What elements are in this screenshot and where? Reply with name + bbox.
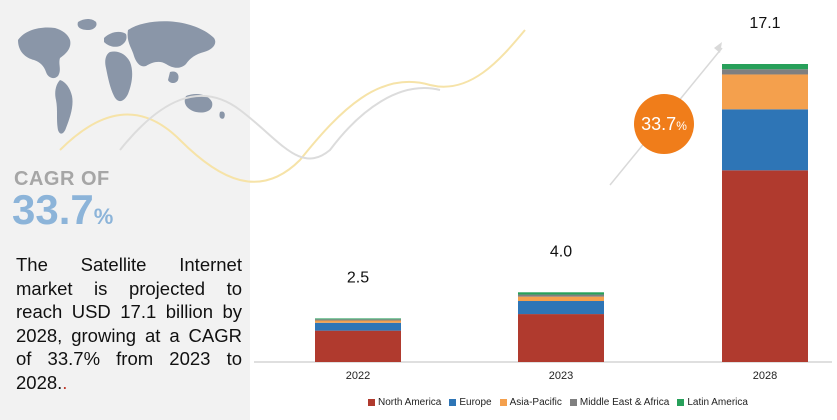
legend-swatch: [499, 399, 507, 406]
legend-label: Middle East & Africa: [579, 397, 670, 408]
legend-swatch: [449, 399, 457, 406]
bar-2028-middle-east-africa: [722, 69, 808, 75]
cagr-badge: 33.7%: [634, 94, 694, 154]
bar-2023-europe: [518, 301, 604, 315]
legend-label: North America: [378, 397, 442, 408]
x-tick-2022: 2022: [346, 370, 370, 382]
total-label-2023: 4.0: [550, 243, 572, 260]
bar-2028-latin-america: [722, 64, 808, 70]
summary-text: The Satellite Internet market is project…: [16, 253, 242, 394]
badge-unit: %: [676, 119, 687, 133]
info-panel: CAGR OF 33.7% The Satellite Internet mar…: [0, 0, 250, 420]
cagr-value: 33.7%: [12, 186, 113, 241]
bar-2028-europe: [722, 109, 808, 171]
legend-swatch: [677, 399, 685, 406]
cagr-unit: %: [93, 204, 114, 229]
badge-value: 33.7: [641, 113, 677, 134]
decorative-curves: [59, 29, 526, 183]
cagr-number: 33.7: [12, 186, 94, 233]
legend-item-latin-america: Latin America: [677, 397, 748, 408]
bar-2023-north-america: [518, 314, 604, 362]
growth-arrow-head: [714, 42, 722, 53]
x-tick-2028: 2028: [753, 370, 777, 382]
cagr-label: CAGR OF: [14, 168, 110, 190]
bar-2023-asia-pacific: [518, 296, 604, 302]
legend-label: Asia-Pacific: [509, 397, 562, 408]
chart-legend: North America Europe Asia-Pacific Middle Ea…: [368, 397, 748, 408]
legend-item-asia-pacific: Asia-Pacific: [499, 397, 562, 408]
bar-2028-asia-pacific: [722, 74, 808, 110]
bar-2022-latin-america: [315, 318, 401, 320]
bar-2022-north-america: [315, 330, 401, 362]
legend-item-europe: Europe: [449, 397, 492, 408]
legend-item-middle-east-africa: Middle East & Africa: [569, 397, 670, 408]
total-label-2022: 2.5: [347, 269, 369, 286]
bars-group: 2.5 2022 4.0 2023 17.1 2028: [315, 15, 808, 382]
bar-2022-middle-east-africa: [315, 319, 401, 321]
bar-2022-europe: [315, 322, 401, 331]
bar-2022-asia-pacific: [315, 320, 401, 323]
bar-2028-north-america: [722, 170, 808, 362]
legend-swatch: [569, 399, 577, 406]
x-tick-2023: 2023: [549, 370, 573, 382]
bar-2023-latin-america: [518, 292, 604, 295]
summary-suffix: .: [62, 371, 68, 393]
summary-body: The Satellite Internet market is project…: [16, 254, 242, 393]
world-map-icon: [18, 19, 225, 134]
legend-item-north-america: North America: [368, 397, 441, 408]
legend-label: Europe: [459, 397, 492, 408]
legend-swatch: [368, 399, 375, 406]
bar-2023-middle-east-africa: [518, 294, 604, 297]
legend-label: Latin America: [687, 397, 748, 408]
total-label-2028: 17.1: [749, 15, 780, 32]
